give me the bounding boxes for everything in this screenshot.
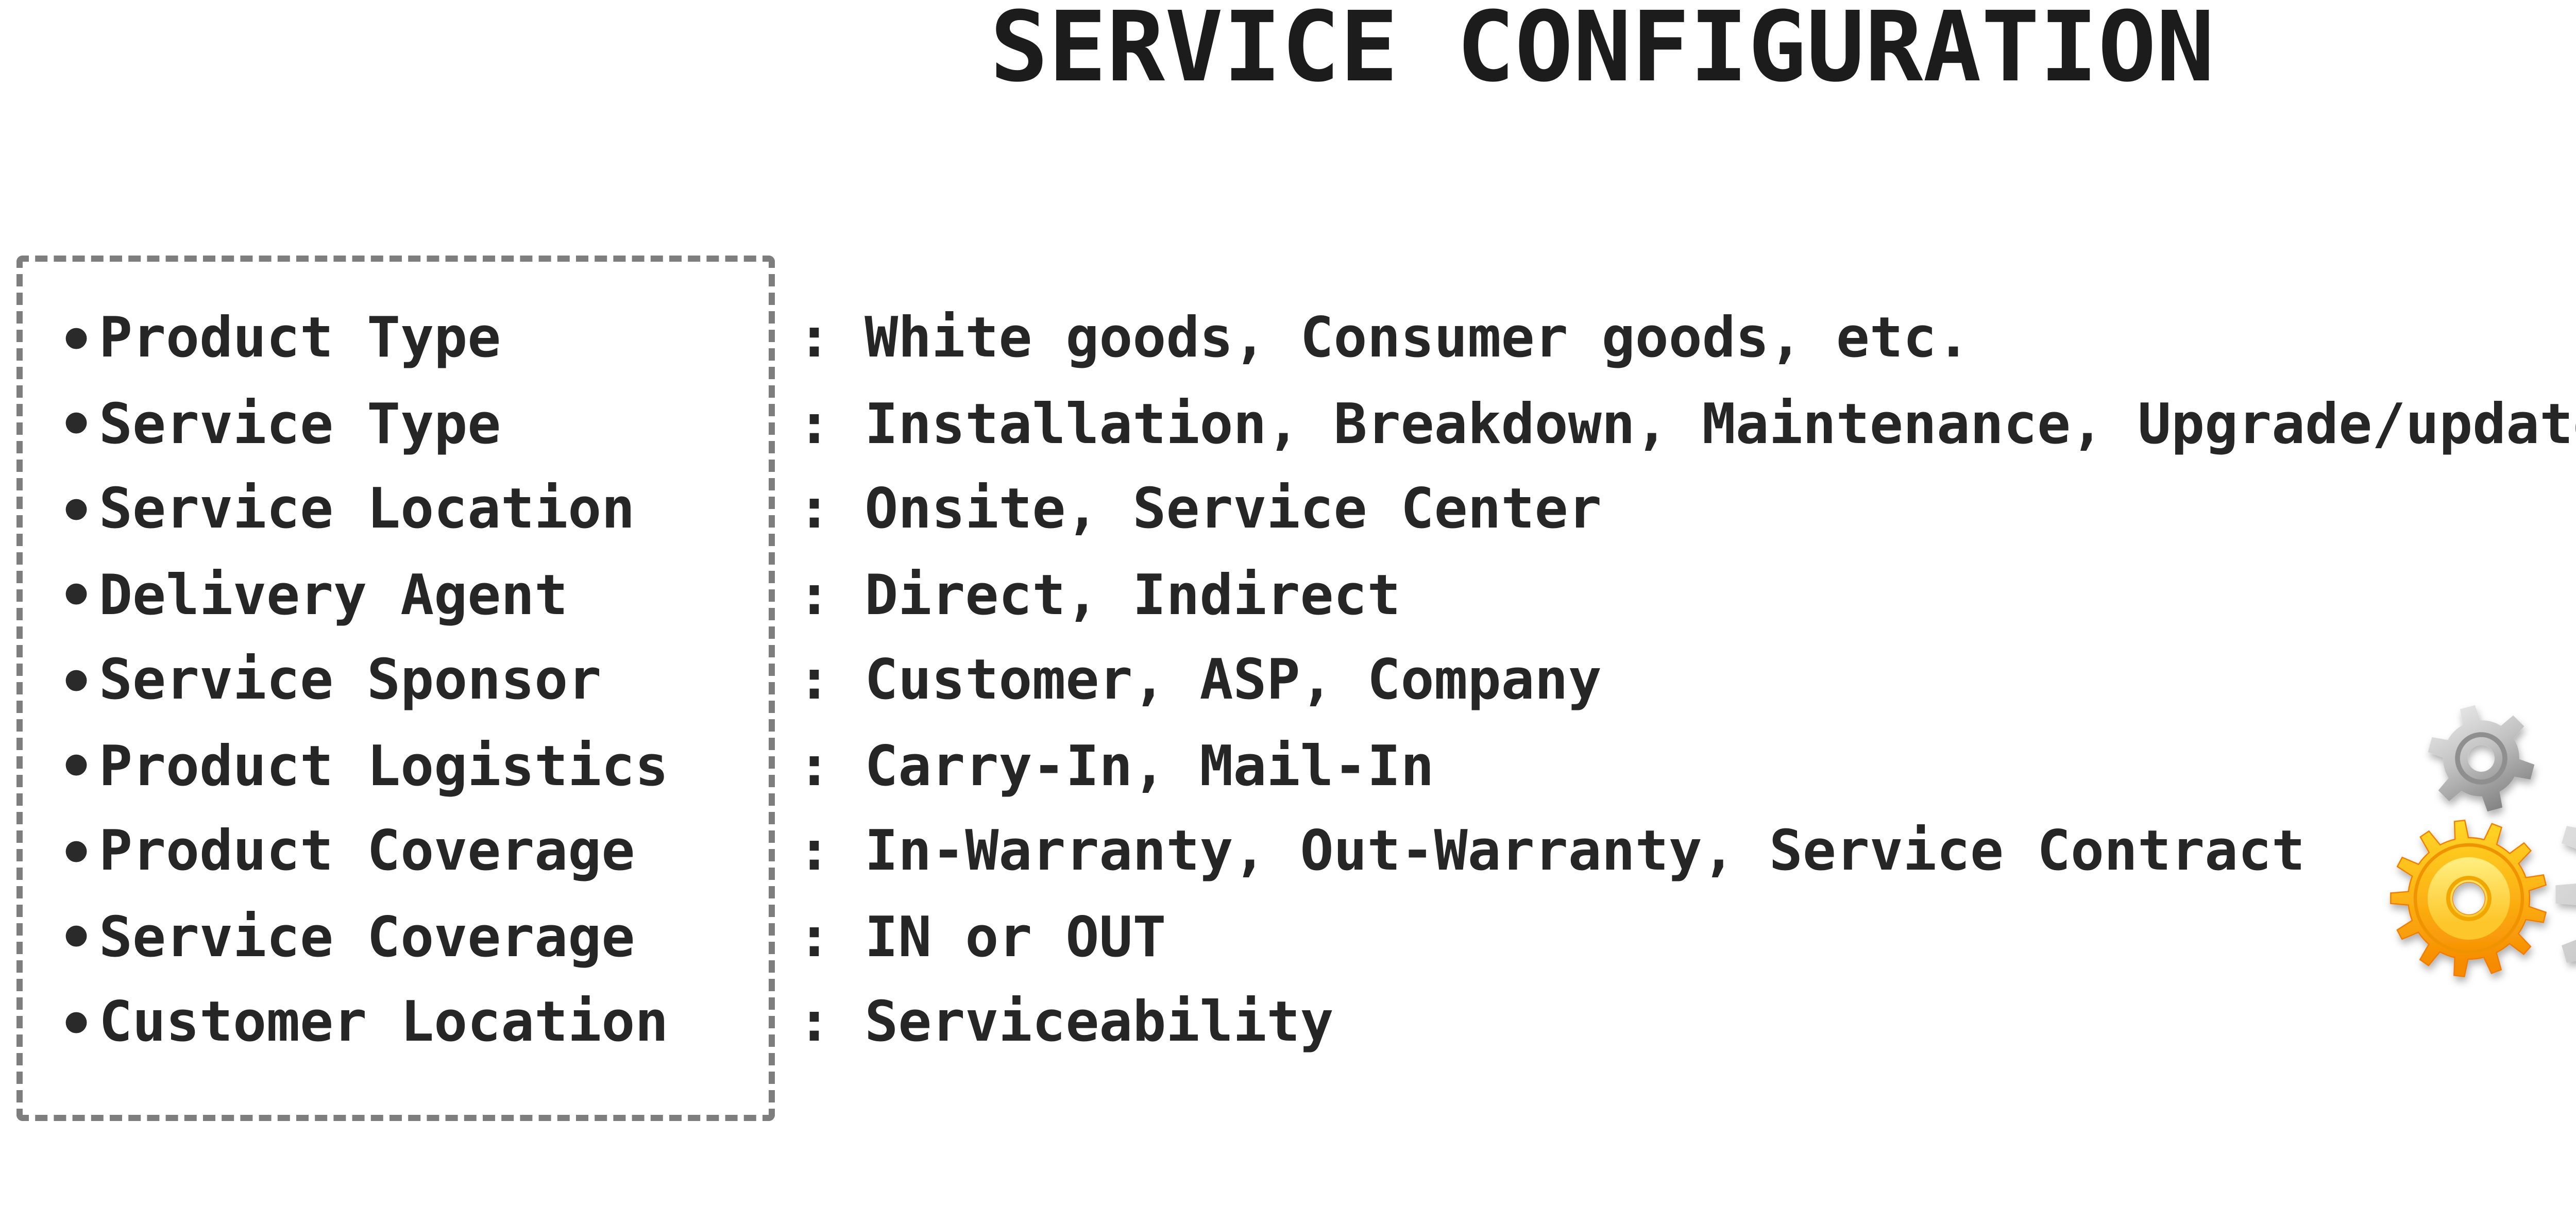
attributes-dashed-box <box>16 256 775 1121</box>
gear-gray-big <box>2555 826 2576 963</box>
attribute-value: White goods, Consumer goods, etc. <box>865 308 1970 371</box>
separator: : <box>798 992 832 1056</box>
bullet-icon: • <box>58 732 94 802</box>
list-item-value: : Installation, Breakdown, Maintenance, U… <box>798 382 2576 468</box>
list-item-value: : Direct, Indirect <box>798 553 2576 639</box>
list-item: • Service Coverage <box>54 895 668 981</box>
attribute-label: Service Coverage <box>99 906 635 970</box>
list-item-value: : Carry-In, Mail-In <box>798 724 2576 810</box>
gears-illustration <box>2390 705 2576 978</box>
attribute-value: Installation, Breakdown, Maintenance, Up… <box>865 393 2576 457</box>
attribute-label: Service Sponsor <box>99 650 602 714</box>
attribute-label: Service Type <box>99 393 501 457</box>
bullet-icon: • <box>58 818 94 888</box>
separator: : <box>798 821 832 885</box>
list-item: • Service Sponsor <box>54 639 668 724</box>
bullet-icon: • <box>58 390 94 460</box>
separator: : <box>798 564 832 628</box>
gear-yellow-small <box>2390 819 2547 978</box>
bullet-icon: • <box>58 304 94 375</box>
separator: : <box>798 735 832 799</box>
list-item-value: : In-Warranty, Out-Warranty, Service Cont… <box>798 810 2576 895</box>
list-item: • Customer Location <box>54 981 668 1066</box>
attribute-label: Product Type <box>99 308 501 371</box>
separator: : <box>798 479 832 542</box>
list-item: • Product Coverage <box>54 810 668 895</box>
bullet-icon: • <box>58 476 94 546</box>
attribute-value: Onsite, Service Center <box>865 479 1602 542</box>
attribute-label: Customer Location <box>99 992 669 1056</box>
separator: : <box>798 308 832 371</box>
list-item-value: : Customer, ASP, Company <box>798 639 2576 724</box>
attribute-label: Product Logistics <box>99 735 669 799</box>
list-item: • Delivery Agent <box>54 553 668 639</box>
attribute-value: IN or OUT <box>865 906 1166 970</box>
list-item: • Product Logistics <box>54 724 668 810</box>
attribute-labels-list: • Product Type • Service Type • Service Loc… <box>54 297 668 1066</box>
list-item: • Product Type <box>54 297 668 382</box>
list-item-value: : IN or OUT <box>798 895 2576 981</box>
list-item: • Service Type <box>54 382 668 468</box>
bullet-icon: • <box>58 989 94 1059</box>
separator: : <box>798 906 832 970</box>
attribute-value: Customer, ASP, Company <box>865 650 1602 714</box>
attribute-label: Service Location <box>99 479 635 542</box>
attribute-value: Carry-In, Mail-In <box>865 735 1434 799</box>
attribute-label: Delivery Agent <box>99 564 568 628</box>
separator: : <box>798 650 832 714</box>
bullet-icon: • <box>58 647 94 717</box>
attribute-value: In-Warranty, Out-Warranty, Service Contr… <box>865 821 2306 885</box>
gear-gray-left <box>2428 705 2535 812</box>
attribute-label: Product Coverage <box>99 821 635 885</box>
separator: : <box>798 393 832 457</box>
list-item-value: : Serviceability <box>798 981 2576 1066</box>
list-item-value: : White goods, Consumer goods, etc. <box>798 297 2576 382</box>
attribute-value: Serviceability <box>865 992 1334 1056</box>
page-title: SERVICE CONFIGURATION <box>990 0 2215 105</box>
attribute-value: Direct, Indirect <box>865 564 1401 628</box>
list-item-value: : Onsite, Service Center <box>798 468 2576 553</box>
bullet-icon: • <box>58 561 94 631</box>
attribute-values-list: : White goods, Consumer goods, etc. : Inst… <box>798 297 2576 1066</box>
bullet-icon: • <box>58 903 94 973</box>
list-item: • Service Location <box>54 468 668 553</box>
